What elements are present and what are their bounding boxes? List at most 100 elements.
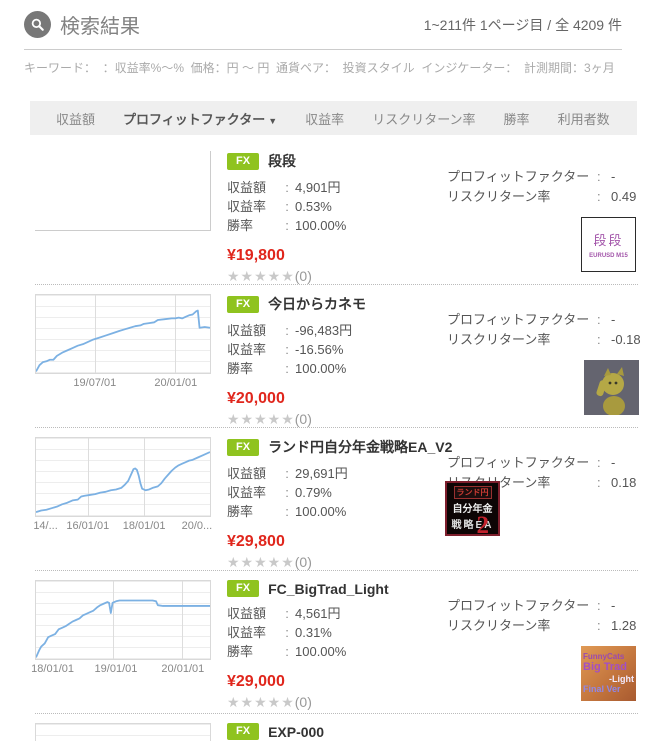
item-extra-stats: プロフィットファクター: - リスクリターン率: -0.18 [447,294,641,427]
product-thumbnail[interactable] [583,360,639,416]
item-info: FX EXP-000 [227,723,447,741]
tab-risk-return[interactable]: リスクリターン率 [372,111,476,127]
stat-label: プロフィットファクター [447,598,590,613]
stat-label: 収益額 [227,606,267,621]
colon: : [285,504,289,519]
profit-rate-value: 0.79% [295,485,332,500]
x-axis-tick-label: 20/01/01 [161,663,205,675]
colon: : [285,199,289,214]
colon: : [285,361,289,376]
review-count: (0) [294,694,312,710]
sort-tab-bar: 収益額 プロフィットファクター ▼ 収益率 リスクリターン率 勝率 利用者数 [30,101,637,135]
item-title-link[interactable]: 段段 [268,153,297,169]
character-image [583,360,639,416]
colon: : [597,189,601,204]
result-item: 19/07/01 20/01/01 FX 今日からカネモ 収益額: -96,483円… [35,285,641,428]
item-info: FX FC_BigTrad_Light 収益額:4,561円 収益率:0.31%… [227,580,447,713]
tab-profit-factor[interactable]: プロフィットファクター ▼ [109,109,291,128]
stat-label: 勝率 [227,644,254,659]
thumb-text: ランド円 [453,486,492,499]
win-rate-value: 100.00% [295,218,347,233]
star-icons: ★★★★★ [227,411,295,427]
stat-label: 勝率 [227,218,254,233]
thumb-text: Final Ver [583,684,621,695]
thumb-text: 段段 [593,233,624,248]
x-axis-tick-label: 19/01/01 [94,663,138,675]
colon: : [285,625,289,640]
item-extra-stats: プロフィットファクター: - リスクリターン率:1.28 FunnyCats Bi… [447,580,638,713]
chart-x-labels: 14/... 16/01/01 18/01/01 20/0... [33,517,212,534]
fx-badge: FX [227,723,260,740]
colon: : [285,644,289,659]
equity-chart: 19/07/01 20/01/01 [35,294,211,427]
x-axis-tick-label: 18/01/01 [122,520,166,532]
filter-summary: キーワード： ：収益率%～% 価格：円 ～ 円 通貨ペア： 投資スタイル インジ… [24,61,615,75]
fx-badge: FX [227,438,260,456]
colon: : [285,218,289,233]
item-info: FX ランド円自分年金戦略EA_V2 収益額:29,691円 収益率:0.79%… [227,437,452,570]
item-info: FX 今日からカネモ 収益額: -96,483円 収益率: -16.56% 勝率:1… [227,294,447,427]
stat-label: 勝率 [227,504,254,519]
x-axis-tick-label: 16/01/01 [66,520,110,532]
fx-badge: FX [227,295,260,313]
header-left: 検索結果 [24,10,140,39]
item-title-link[interactable]: FC_BigTrad_Light [268,580,389,597]
profit-rate-value: 0.31% [295,625,332,640]
price: ¥29,000 [227,673,285,690]
tab-profit-rate[interactable]: 収益率 [305,111,345,127]
rating: ★★★★★(0) [227,694,447,711]
item-title-link[interactable]: ランド円自分年金戦略EA_V2 [268,439,453,455]
results-list: FX 段段 収益額:4,901円 収益率:0.53% 勝率:100.00% ¥1… [31,142,641,741]
equity-chart: 18/01/01 19/01/01 20/01/01 [31,580,211,713]
profit-factor-value: - [611,598,616,613]
win-rate-value: 100.00% [295,644,347,659]
x-axis-tick-label: 20/01/01 [154,377,198,389]
tab-win-rate[interactable]: 勝率 [503,111,530,127]
stat-label: プロフィットファクター [447,312,590,327]
item-extra-stats: プロフィットファクター:- リスクリターン率:0.18 ランド円 自分年金 戦略… [445,437,638,570]
thumb-text: -Light [609,674,634,685]
tab-profit-factor-label: プロフィットファクター [123,111,266,127]
colon: : [597,598,601,613]
thumb-text: 自分年金 [452,504,493,515]
price: ¥20,000 [227,390,285,407]
review-count: (0) [294,268,312,284]
colon: : [285,485,289,500]
stat-label: リスクリターン率 [447,618,551,633]
colon: : [285,342,289,357]
item-title-link[interactable]: 今日からカネモ [268,296,367,312]
profit-factor-value: - [611,169,616,184]
colon: : [285,180,289,195]
stat-label: 勝率 [227,361,254,376]
header: 検索結果 1~211件 1ページ目 / 全 4209 件 [24,0,622,50]
profit-rate-value: 0.53% [295,199,332,214]
result-item: FX 段段 収益額:4,901円 収益率:0.53% 勝率:100.00% ¥1… [35,142,638,285]
result-item: FX EXP-000 [35,714,638,741]
product-thumbnail[interactable]: ランド円 自分年金 戦略EA 2 [445,481,500,539]
item-title-link[interactable]: EXP-000 [268,723,325,740]
thumb-text: 戦略EA [451,520,494,531]
rating: ★★★★★(0) [227,411,447,428]
colon: : [285,606,289,621]
product-thumbnail[interactable]: 段段 EURUSD M15 [581,217,636,272]
stat-label: 収益率 [227,485,267,500]
chart-x-labels: 19/07/01 20/01/01 [35,374,211,391]
tab-profit-amount[interactable]: 収益額 [56,111,96,127]
result-item: 18/01/01 19/01/01 20/01/01 FX FC_BigTrad_L… [31,571,638,714]
colon: : [597,312,601,327]
chevron-down-icon: ▼ [268,115,278,126]
product-thumbnail[interactable]: FunnyCats Big Trad -Light Final Ver [581,646,636,701]
colon: : [597,475,601,490]
equity-chart: 14/... 16/01/01 18/01/01 20/0... [33,437,212,570]
tab-user-count[interactable]: 利用者数 [557,111,610,127]
thumb-text: EURUSD M15 [589,253,628,259]
stat-label: 収益率 [227,342,267,357]
colon: : [285,323,289,338]
profit-amount-value: 29,691円 [295,466,348,481]
review-count: (0) [294,411,312,427]
page-title: 検索結果 [60,16,140,38]
item-extra-stats: プロフィットファクター: - リスクリターン率:0.49 段段 EURUSD M1… [447,151,638,284]
thumb-text: Big Trad [583,661,628,674]
colon: : [597,455,601,470]
